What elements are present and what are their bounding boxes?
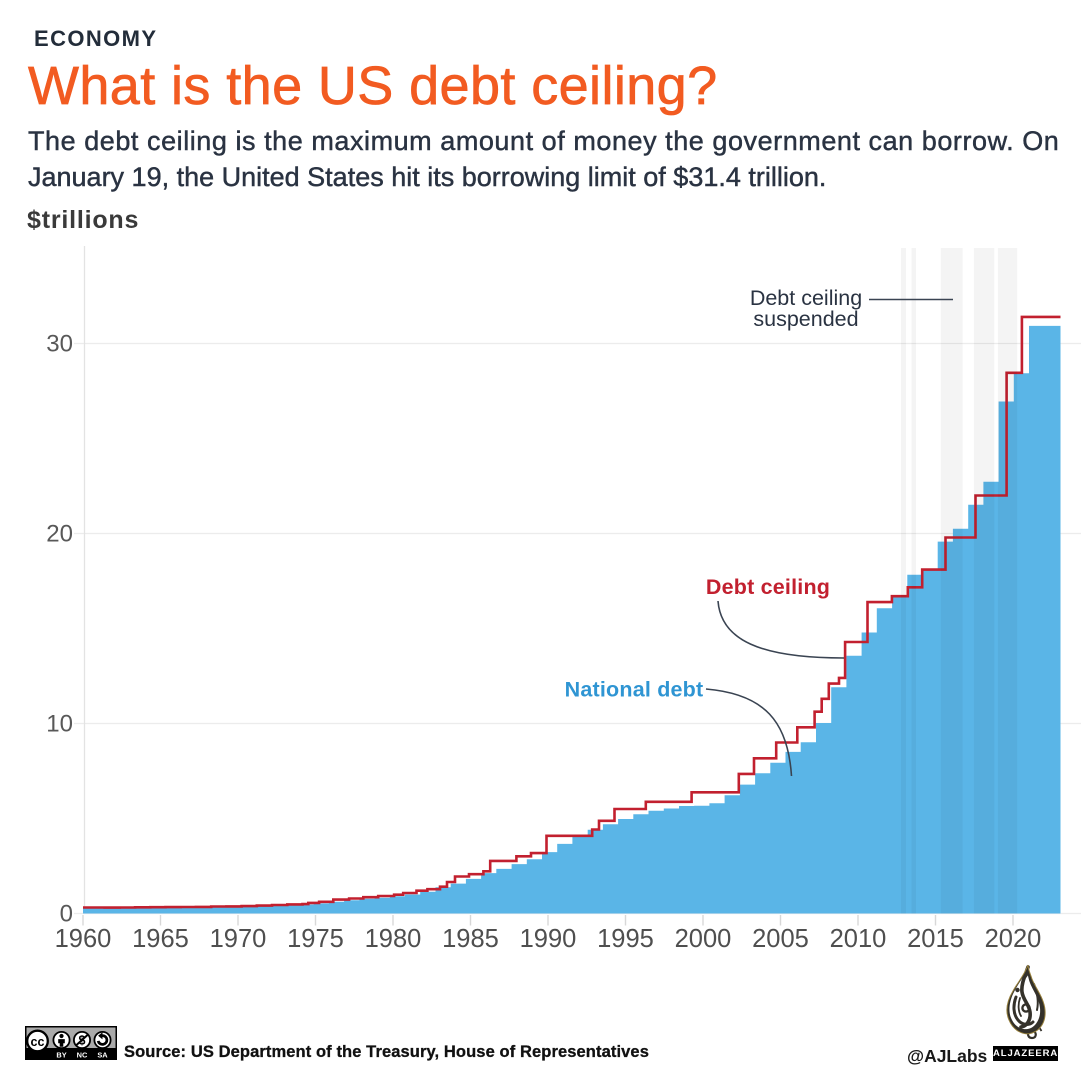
svg-text:0: 0 bbox=[60, 901, 73, 928]
svg-text:Debt ceiling: Debt ceiling bbox=[750, 286, 862, 310]
svg-text:2000: 2000 bbox=[675, 925, 732, 953]
svg-text:National debt: National debt bbox=[565, 678, 704, 702]
svg-text:2010: 2010 bbox=[830, 925, 887, 953]
svg-text:1985: 1985 bbox=[442, 925, 499, 953]
svg-text:BY: BY bbox=[56, 1051, 66, 1060]
svg-text:1980: 1980 bbox=[365, 925, 422, 953]
svg-text:10: 10 bbox=[46, 711, 73, 738]
svg-text:cc: cc bbox=[31, 1035, 45, 1049]
svg-text:Debt ceiling: Debt ceiling bbox=[706, 575, 830, 599]
svg-text:1960: 1960 bbox=[55, 925, 112, 953]
svg-text:1990: 1990 bbox=[520, 925, 577, 953]
svg-text:1975: 1975 bbox=[287, 925, 344, 953]
svg-text:NC: NC bbox=[77, 1051, 88, 1060]
svg-text:1965: 1965 bbox=[132, 925, 189, 953]
svg-text:SA: SA bbox=[97, 1051, 108, 1060]
svg-text:2005: 2005 bbox=[752, 925, 809, 953]
svg-text:suspended: suspended bbox=[753, 307, 858, 331]
svg-text:2015: 2015 bbox=[907, 925, 964, 953]
svg-text:2020: 2020 bbox=[985, 925, 1042, 953]
svg-text:20: 20 bbox=[46, 521, 73, 548]
svg-text:1995: 1995 bbox=[597, 925, 654, 953]
svg-text:30: 30 bbox=[46, 331, 73, 358]
svg-text:1970: 1970 bbox=[210, 925, 267, 953]
